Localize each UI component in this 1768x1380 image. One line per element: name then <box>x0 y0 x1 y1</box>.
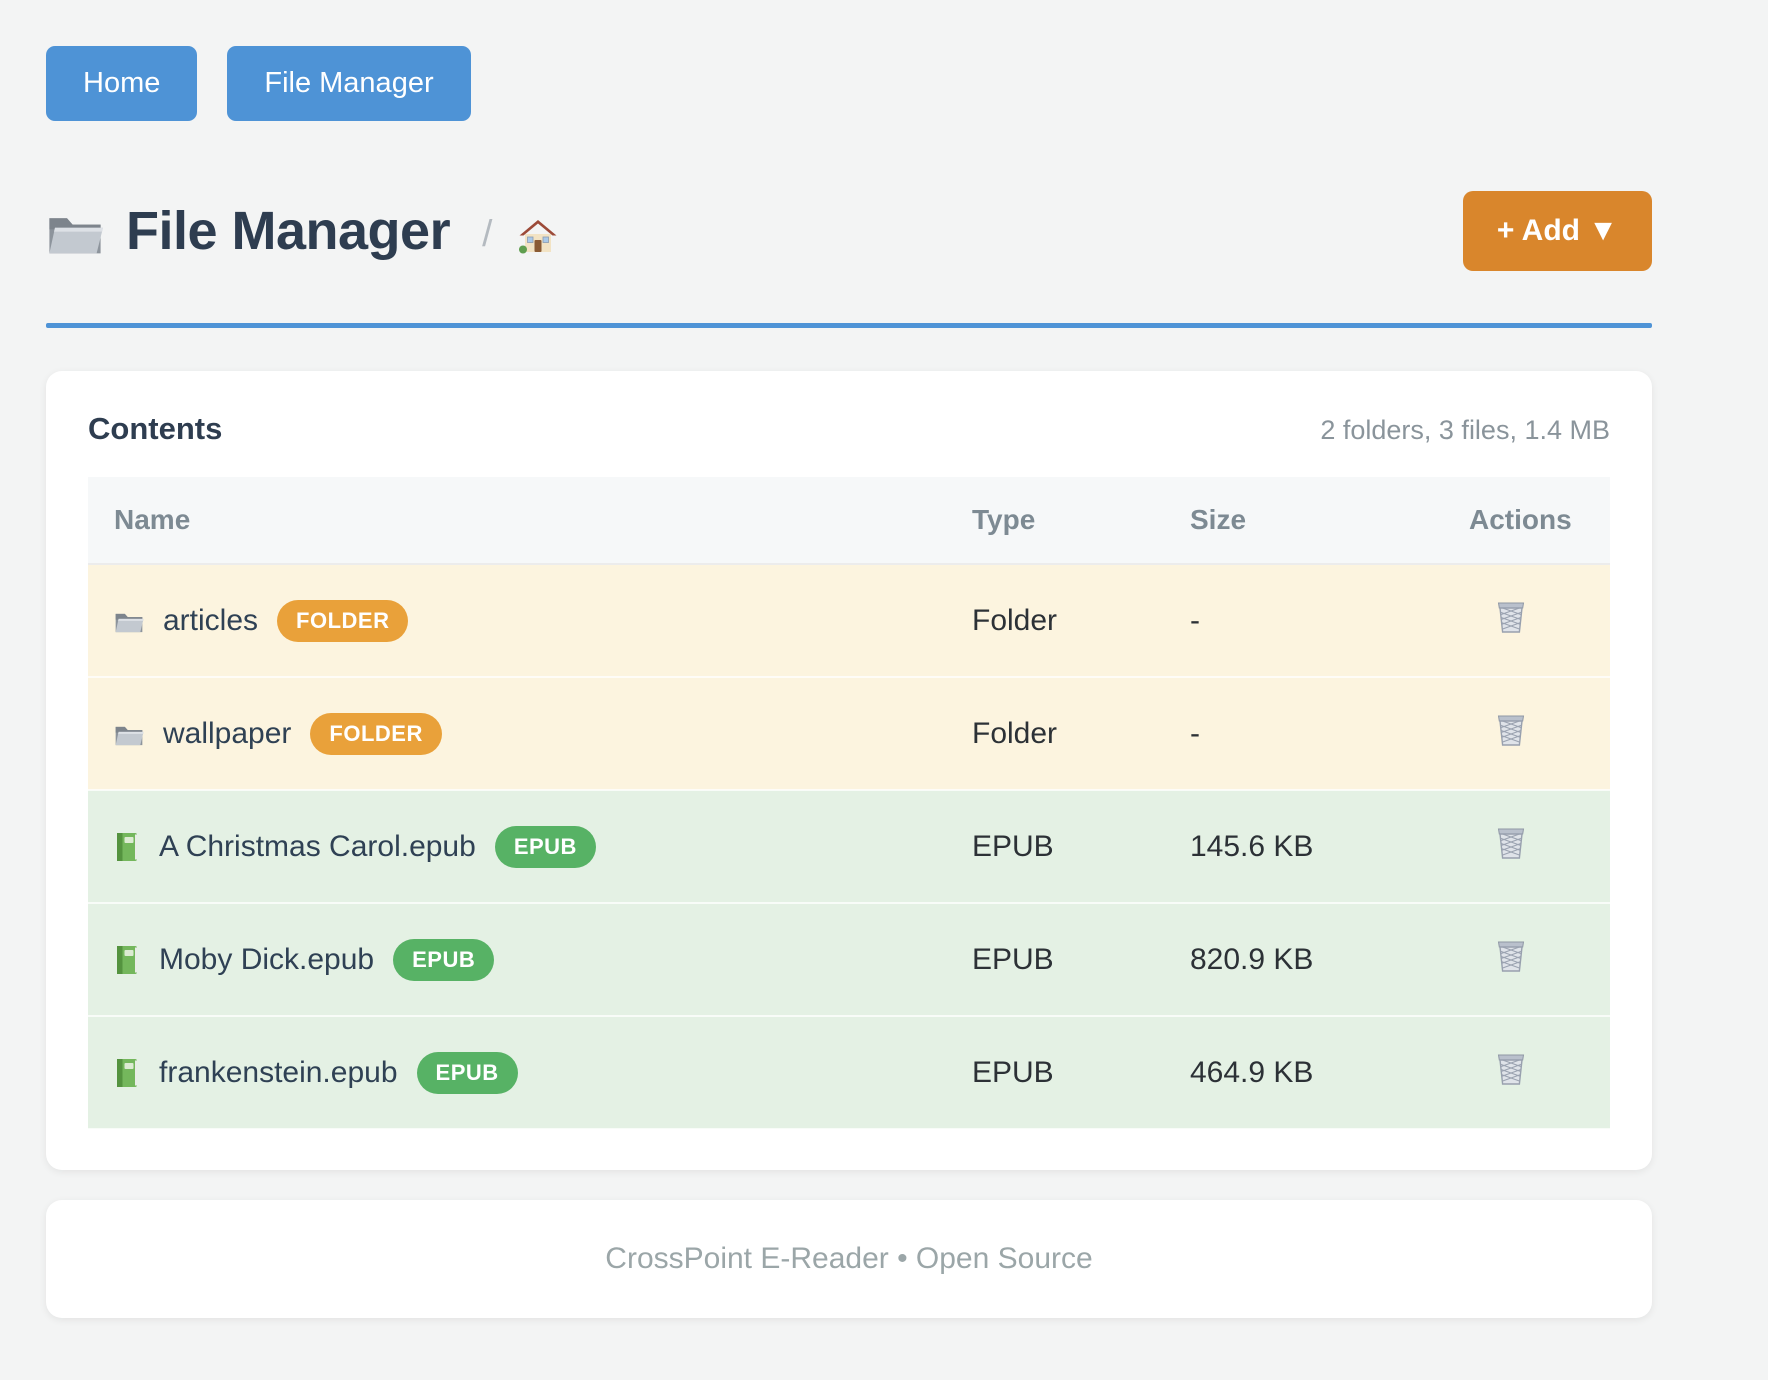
file-name-link[interactable]: Moby Dick.epub <box>159 942 375 976</box>
book-icon <box>114 831 140 863</box>
size-cell: 820.9 KB <box>1190 942 1314 976</box>
file-manager-page: Home File Manager File Manager / + Add ▼… <box>46 46 1652 1318</box>
type-cell: EPUB <box>972 942 1054 976</box>
trash-icon <box>1495 712 1527 748</box>
top-nav: Home File Manager <box>46 46 1652 121</box>
type-cell: EPUB <box>972 1055 1054 1089</box>
size-cell: - <box>1190 603 1200 637</box>
table-row: A Christmas Carol.epub EPUB EPUB 145.6 K… <box>88 790 1610 903</box>
book-icon <box>114 1057 140 1089</box>
type-cell: Folder <box>972 716 1058 750</box>
page-title: File Manager <box>126 201 451 261</box>
type-badge: EPUB <box>494 825 596 868</box>
folder-icon <box>114 608 144 633</box>
size-cell: 464.9 KB <box>1190 1055 1314 1089</box>
footer-text: CrossPoint E-Reader • Open Source <box>605 1242 1093 1275</box>
type-cell: Folder <box>972 603 1058 637</box>
folder-icon <box>46 207 104 255</box>
file-table: Name Type Size Actions articles FOLDER F… <box>88 477 1610 1130</box>
column-header-name: Name <box>88 477 972 565</box>
file-name-link[interactable]: wallpaper <box>163 716 292 750</box>
column-header-type: Type <box>972 477 1190 565</box>
contents-heading: Contents <box>88 411 223 446</box>
trash-icon <box>1495 1051 1527 1087</box>
home-icon[interactable] <box>518 218 558 254</box>
footer-card: CrossPoint E-Reader • Open Source <box>46 1200 1652 1318</box>
trash-icon <box>1495 599 1527 635</box>
type-badge: EPUB <box>393 938 495 981</box>
contents-summary: 2 folders, 3 files, 1.4 MB <box>1320 415 1610 445</box>
size-cell: - <box>1190 716 1200 750</box>
file-name-link[interactable]: frankenstein.epub <box>159 1055 398 1089</box>
trash-icon <box>1495 938 1527 974</box>
table-header-row: Name Type Size Actions <box>88 477 1610 565</box>
breadcrumb-separator: / <box>482 213 493 254</box>
folder-icon <box>114 721 144 746</box>
column-header-actions: Actions <box>1469 477 1610 565</box>
page-header: File Manager / + Add ▼ <box>46 191 1652 271</box>
trash-icon <box>1495 825 1527 861</box>
size-cell: 145.6 KB <box>1190 829 1314 863</box>
contents-card: Contents 2 folders, 3 files, 1.4 MB Name… <box>46 371 1652 1170</box>
delete-button[interactable] <box>1495 599 1527 635</box>
type-badge: EPUB <box>416 1051 518 1094</box>
home-button[interactable]: Home <box>46 46 198 121</box>
type-badge: FOLDER <box>310 712 442 755</box>
file-manager-button[interactable]: File Manager <box>227 46 471 121</box>
delete-button[interactable] <box>1495 712 1527 748</box>
column-header-size: Size <box>1190 477 1469 565</box>
delete-button[interactable] <box>1495 1051 1527 1087</box>
table-row: Moby Dick.epub EPUB EPUB 820.9 KB <box>88 903 1610 1016</box>
delete-button[interactable] <box>1495 938 1527 974</box>
type-cell: EPUB <box>972 829 1054 863</box>
table-row: articles FOLDER Folder - <box>88 564 1610 677</box>
table-row: wallpaper FOLDER Folder - <box>88 677 1610 790</box>
delete-button[interactable] <box>1495 825 1527 861</box>
divider <box>46 323 1652 328</box>
book-icon <box>114 944 140 976</box>
type-badge: FOLDER <box>277 599 409 642</box>
file-name-link[interactable]: A Christmas Carol.epub <box>159 829 476 863</box>
file-name-link[interactable]: articles <box>163 603 259 637</box>
table-row: frankenstein.epub EPUB EPUB 464.9 KB <box>88 1016 1610 1129</box>
add-button[interactable]: + Add ▼ <box>1462 191 1652 271</box>
